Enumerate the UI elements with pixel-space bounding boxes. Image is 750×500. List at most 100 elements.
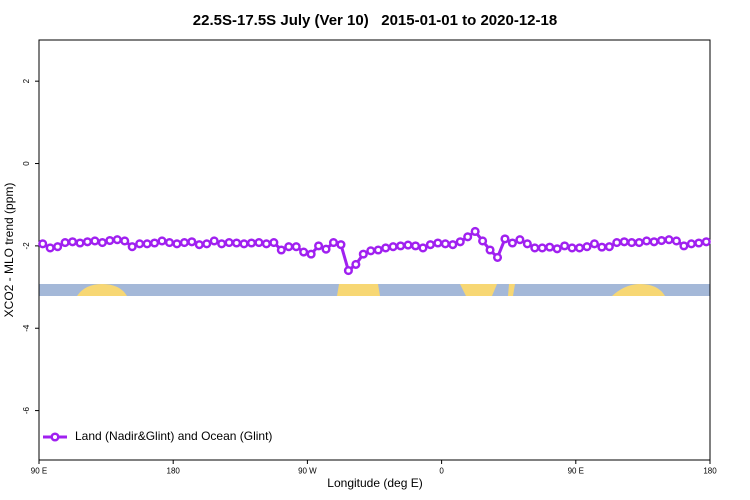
y-tick-label: -2 bbox=[22, 242, 31, 250]
data-point bbox=[142, 239, 152, 249]
data-point bbox=[492, 252, 503, 262]
data-point bbox=[314, 241, 324, 251]
y-tick-label: 0 bbox=[22, 161, 31, 166]
data-point bbox=[418, 243, 428, 253]
data-point bbox=[261, 239, 271, 249]
data-point bbox=[224, 238, 234, 248]
data-point bbox=[589, 239, 599, 249]
data-point bbox=[209, 236, 219, 246]
x-tick-label: 90 W bbox=[298, 467, 317, 476]
data-point bbox=[649, 237, 659, 247]
data-point bbox=[522, 239, 532, 249]
data-point bbox=[500, 234, 510, 244]
data-point bbox=[552, 244, 562, 254]
land-patch bbox=[460, 284, 497, 296]
data-point bbox=[694, 238, 704, 248]
data-point bbox=[157, 236, 167, 246]
data-point bbox=[619, 237, 629, 247]
data-point bbox=[53, 242, 63, 252]
data-point bbox=[403, 240, 413, 250]
data-point bbox=[45, 243, 55, 253]
data-point bbox=[254, 238, 264, 248]
data-point bbox=[560, 241, 570, 251]
data-point bbox=[105, 235, 115, 246]
data-point bbox=[701, 237, 711, 247]
data-point bbox=[269, 238, 279, 248]
data-point bbox=[202, 239, 212, 249]
data-point bbox=[671, 236, 682, 246]
data-point bbox=[164, 238, 175, 248]
data-point bbox=[478, 236, 488, 246]
data-point bbox=[232, 238, 242, 248]
data-point bbox=[321, 244, 331, 254]
data-point bbox=[612, 238, 622, 248]
y-tick-label: 2 bbox=[22, 78, 31, 83]
data-point bbox=[537, 243, 547, 253]
land-patch bbox=[508, 284, 515, 296]
y-tick-label: -6 bbox=[22, 406, 31, 414]
data-point bbox=[582, 242, 592, 252]
data-point bbox=[567, 243, 577, 253]
land-patch bbox=[612, 284, 665, 296]
data-point bbox=[440, 239, 450, 249]
data-point bbox=[187, 237, 197, 247]
x-axis-label: Longitude (deg E) bbox=[327, 476, 422, 490]
data-point bbox=[120, 236, 130, 246]
data-point bbox=[381, 243, 391, 253]
data-point bbox=[135, 239, 145, 249]
data-point bbox=[239, 239, 249, 249]
data-point bbox=[358, 249, 368, 259]
data-point bbox=[127, 242, 137, 252]
data-point bbox=[150, 238, 160, 248]
data-point bbox=[179, 238, 189, 248]
chart-title: 22.5S-17.5S July (Ver 10) 2015-01-01 to … bbox=[193, 12, 557, 29]
data-point bbox=[388, 242, 398, 252]
legend-marker bbox=[50, 432, 60, 442]
data-point bbox=[68, 237, 78, 247]
data-point bbox=[38, 239, 48, 249]
data-point bbox=[60, 238, 70, 248]
data-point bbox=[351, 259, 361, 269]
data-point bbox=[75, 238, 85, 248]
data-point bbox=[306, 249, 316, 259]
data-point bbox=[604, 242, 614, 252]
data-point bbox=[597, 242, 607, 252]
data-point bbox=[217, 239, 227, 249]
data-point bbox=[172, 239, 182, 249]
data-point bbox=[515, 235, 525, 245]
data-point bbox=[485, 245, 495, 255]
land-patch bbox=[77, 284, 127, 296]
data-point bbox=[328, 238, 339, 248]
x-tick-label: 0 bbox=[439, 467, 444, 476]
data-point bbox=[366, 246, 376, 256]
x-tick-label: 90 E bbox=[31, 467, 47, 476]
data-point bbox=[194, 240, 204, 250]
data-point bbox=[686, 239, 696, 249]
land-ocean-strip bbox=[39, 284, 710, 296]
data-point bbox=[627, 238, 637, 248]
data-point bbox=[679, 241, 689, 251]
data-point bbox=[433, 238, 443, 248]
legend-label: Land (Nadir&Glint) and Ocean (Glint) bbox=[75, 429, 272, 443]
y-axis-label: XCO2 - MLO trend (ppm) bbox=[2, 183, 16, 318]
data-point bbox=[425, 240, 435, 250]
data-point bbox=[410, 241, 421, 251]
y-tick-label: -4 bbox=[22, 324, 31, 332]
data-point bbox=[373, 245, 383, 255]
data-point bbox=[574, 243, 585, 253]
data-point bbox=[545, 242, 555, 252]
data-point bbox=[284, 242, 294, 252]
x-tick-label: 180 bbox=[703, 467, 717, 476]
data-point bbox=[82, 237, 93, 247]
data-point bbox=[90, 236, 100, 246]
data-point bbox=[299, 247, 309, 257]
data-point bbox=[656, 235, 667, 246]
data-point bbox=[470, 226, 480, 237]
data-point bbox=[507, 238, 517, 248]
data-point bbox=[276, 245, 286, 255]
data-point bbox=[246, 238, 257, 248]
data-point bbox=[112, 235, 122, 245]
x-tick-label: 90 E bbox=[568, 467, 584, 476]
data-point bbox=[530, 243, 540, 253]
